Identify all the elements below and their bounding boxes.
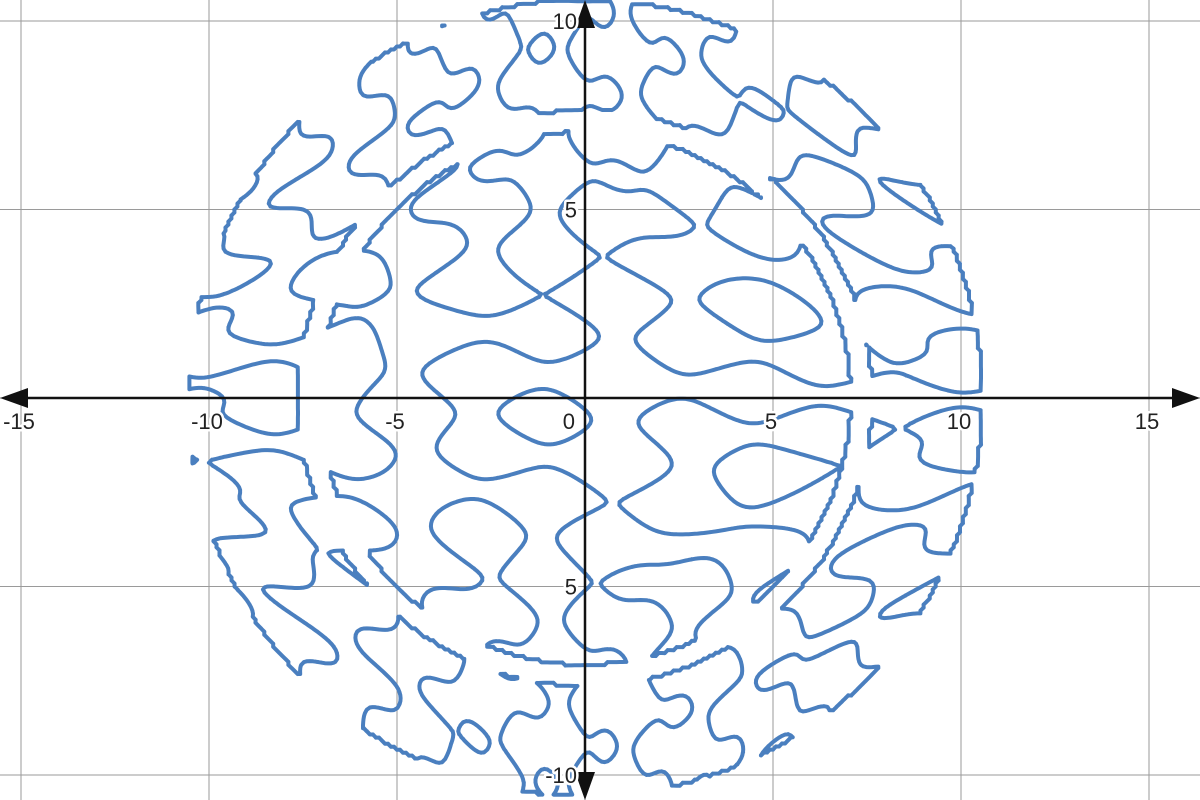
y-tick-label-0: -10: [545, 763, 577, 788]
x-axis-left-arrow-icon: [0, 388, 28, 408]
y-tick-label-1: 5: [565, 575, 577, 600]
y-tick-label-2: 5: [565, 198, 577, 223]
implicit-curve-path: [187, 0, 983, 797]
y-tick-label-3: 10: [553, 9, 577, 34]
y-axis-up-arrow-icon: [575, 0, 595, 28]
curve-series: [187, 0, 983, 797]
x-tick-label--5: -5: [385, 409, 405, 434]
x-tick-label--10: -10: [191, 409, 223, 434]
x-tick-label-origin: 0: [563, 409, 575, 434]
x-axis-right-arrow-icon: [1172, 388, 1200, 408]
tick-labels: -15 -10 -5 0 5 10 15 -10 5 5 10: [1, 7, 1162, 791]
x-tick-label-10: 10: [947, 409, 971, 434]
x-tick-label-15: 15: [1135, 409, 1159, 434]
x-tick-label--15: -15: [3, 409, 35, 434]
x-tick-label-5: 5: [765, 409, 777, 434]
y-axis-down-arrow-icon: [575, 772, 595, 800]
